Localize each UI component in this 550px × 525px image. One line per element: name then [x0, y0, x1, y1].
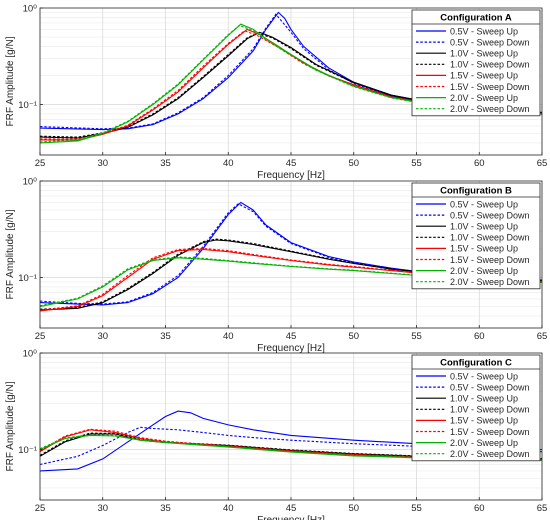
y-ticks: 10⁻¹ 10⁰: [18, 349, 43, 456]
x-tick-label: 50: [348, 331, 359, 342]
x-tick-label: 30: [97, 503, 108, 514]
y-tick-label: 10⁻¹: [18, 445, 37, 456]
series-line: [39, 410, 543, 472]
y-axis-label: FRF Amplitude [g/N]: [5, 381, 16, 471]
y-tick-label: 10⁰: [23, 349, 38, 360]
legend-entry-label: 2.0V - Sweep Down: [450, 277, 530, 287]
y-tick-label: 10⁻¹: [18, 100, 37, 111]
panel-3: 25 30 35 40 45 50 55 60 65 10⁻¹ 10⁰ Frequency [Hz] F…: [5, 349, 548, 525]
x-tick-label: 65: [537, 331, 548, 342]
legend-entry-label: 1.5V - Sweep Up: [450, 71, 518, 81]
x-tick-label: 35: [160, 331, 171, 342]
y-axis-label: FRF Amplitude [g/N]: [5, 36, 16, 126]
legend-entry-label: 1.0V - Sweep Up: [450, 222, 518, 232]
x-tick-label: 60: [474, 158, 485, 169]
legend-entry-label: 2.0V - Sweep Up: [450, 93, 518, 103]
x-axis-label: Frequency [Hz]: [257, 343, 325, 354]
legend-entry-label: 1.0V - Sweep Up: [450, 394, 518, 404]
legend-entry-label: 0.5V - Sweep Down: [450, 210, 530, 220]
legend-entry-label: 0.5V - Sweep Down: [450, 37, 530, 47]
series-line: [39, 23, 543, 144]
legend-entry-label: 2.0V - Sweep Down: [450, 104, 530, 114]
legend-entry-label: 2.0V - Sweep Down: [450, 449, 530, 459]
series-line: [39, 24, 543, 143]
x-tick-label: 35: [160, 158, 171, 169]
x-tick-label: 30: [97, 158, 108, 169]
series-line: [39, 31, 543, 139]
panel-1: 25 30 35 40 45 50 55 60 65 10⁻¹ 10⁰ Frequency [Hz] F…: [5, 4, 547, 182]
legend: Configuration A 0.5V - Sweep Up0.5V - Swe…: [411, 9, 541, 117]
legend-entry-label: 1.5V - Sweep Down: [450, 427, 530, 437]
legend-title: Configuration B: [440, 186, 512, 197]
x-tick-label: 40: [223, 503, 234, 514]
x-tick-label: 25: [35, 331, 46, 342]
x-tick-label: 35: [160, 503, 171, 514]
x-ticks: 25 30 35 40 45 50 55 60 65: [35, 325, 548, 342]
x-tick-label: 60: [474, 331, 485, 342]
x-tick-label: 55: [411, 158, 422, 169]
y-tick-label: 10⁰: [23, 4, 38, 15]
x-tick-label: 55: [411, 331, 422, 342]
series-line: [39, 247, 543, 311]
x-tick-label: 65: [537, 158, 548, 169]
series-line: [39, 426, 543, 466]
x-tick-label: 45: [286, 331, 297, 342]
x-axis-label: Frequency [Hz]: [257, 170, 325, 181]
x-tick-label: 25: [35, 158, 46, 169]
legend-title: Configuration A: [440, 13, 512, 24]
legend-entry-label: 1.0V - Sweep Down: [450, 405, 530, 415]
legend-entry-label: 1.0V - Sweep Up: [450, 49, 518, 59]
legend: Configuration C 0.5V - Sweep Up0.5V - Swe…: [411, 354, 541, 462]
x-tick-label: 40: [223, 158, 234, 169]
legend-title: Configuration C: [440, 358, 512, 369]
y-ticks: 10⁻¹ 10⁰: [18, 4, 43, 111]
x-axis-label: Frequency [Hz]: [257, 515, 325, 520]
legend: Configuration B 0.5V - Sweep Up0.5V - Swe…: [411, 182, 541, 290]
legend-entry-label: 1.5V - Sweep Down: [450, 255, 530, 265]
series-group: [39, 11, 543, 144]
legend-entry-label: 1.5V - Sweep Down: [450, 82, 530, 92]
y-tick-label: 10⁻¹: [18, 273, 37, 284]
legend-entry-label: 1.5V - Sweep Up: [450, 244, 518, 254]
x-tick-label: 55: [411, 503, 422, 514]
legend-entry-label: 2.0V - Sweep Up: [450, 266, 518, 276]
legend-entry-label: 0.5V - Sweep Up: [450, 26, 518, 36]
x-tick-label: 60: [474, 503, 485, 514]
panel-2: 25 30 35 40 45 50 55 60 65 10⁻¹ 10⁰ Frequency [Hz] F…: [5, 177, 547, 355]
x-ticks: 25 30 35 40 45 50 55 60 65: [35, 497, 548, 514]
series-line: [39, 238, 543, 310]
legend-entry-label: 1.0V - Sweep Down: [450, 60, 530, 70]
y-ticks: 10⁻¹ 10⁰: [18, 177, 43, 284]
legend-entry-label: 2.0V - Sweep Up: [450, 438, 518, 448]
x-tick-label: 40: [223, 331, 234, 342]
y-axis-label: FRF Amplitude [g/N]: [5, 209, 16, 299]
legend-entry-label: 1.0V - Sweep Down: [450, 233, 530, 243]
series-line: [39, 13, 543, 130]
x-tick-label: 50: [348, 503, 359, 514]
x-ticks: 25 30 35 40 45 50 55 60 65: [35, 152, 548, 169]
legend-entry-label: 0.5V - Sweep Down: [450, 382, 530, 392]
x-tick-label: 45: [286, 158, 297, 169]
legend-entry-label: 0.5V - Sweep Up: [450, 199, 518, 209]
x-tick-label: 50: [348, 158, 359, 169]
x-tick-label: 25: [35, 503, 46, 514]
x-tick-label: 65: [537, 503, 548, 514]
legend-entry-label: 1.5V - Sweep Up: [450, 416, 518, 426]
x-tick-label: 30: [97, 331, 108, 342]
x-tick-label: 45: [286, 503, 297, 514]
legend-entry-label: 0.5V - Sweep Up: [450, 371, 518, 381]
y-tick-label: 10⁰: [23, 177, 38, 188]
